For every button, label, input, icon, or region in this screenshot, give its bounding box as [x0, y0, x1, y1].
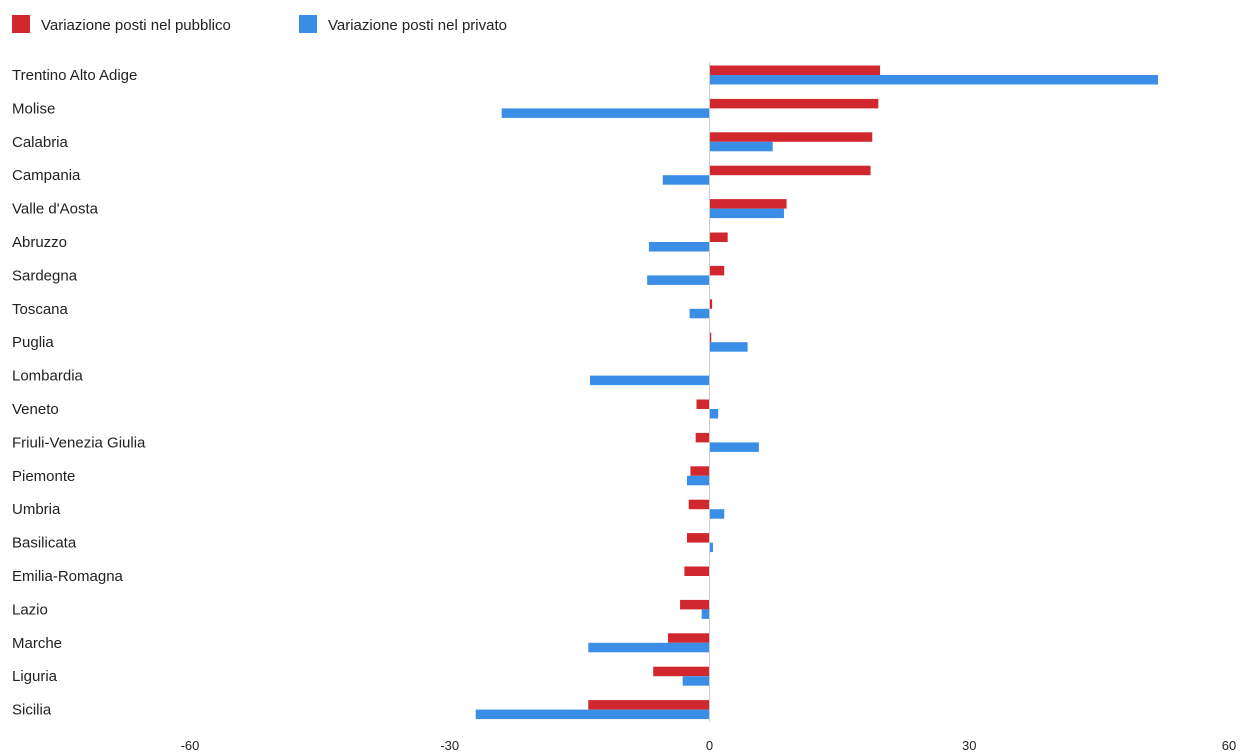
bar-pubblico[interactable] [709, 232, 728, 243]
bar-privato[interactable] [647, 275, 710, 285]
category-label: Molise [12, 100, 55, 117]
bar-pubblico[interactable] [709, 332, 712, 343]
bar-pubblico[interactable] [709, 98, 879, 109]
bar-privato[interactable] [709, 542, 713, 553]
category-label: Valle d'Aosta [12, 201, 99, 218]
category-label: Veneto [12, 401, 59, 418]
category-label: Toscana [12, 301, 69, 318]
category-label: Lazio [12, 601, 48, 618]
bar-pubblico[interactable] [667, 633, 710, 643]
bar-privato[interactable] [709, 208, 784, 219]
x-tick-label: 30 [962, 738, 976, 751]
x-axis-ticks: -60 -30 0 30 60 [181, 738, 1237, 753]
bar-pubblico[interactable] [696, 399, 710, 410]
category-label: Lombardia [12, 368, 84, 385]
bar-privato[interactable] [648, 242, 710, 252]
bar-privato[interactable] [590, 375, 710, 386]
bars-group [475, 65, 1159, 720]
bar-pubblico[interactable] [709, 165, 871, 176]
category-label: Sicilia [12, 702, 52, 719]
category-label: Liguria [12, 668, 58, 685]
bar-privato[interactable] [682, 676, 710, 686]
x-tick-label: -30 [440, 738, 459, 751]
bar-privato[interactable] [709, 342, 748, 352]
legend-swatch-2[interactable] [299, 15, 317, 33]
category-label: Puglia [12, 334, 54, 351]
bar-privato[interactable] [686, 475, 710, 486]
category-label: Abruzzo [12, 234, 67, 251]
category-label: Marche [12, 635, 62, 652]
bar-pubblico[interactable] [695, 432, 710, 443]
bar-privato[interactable] [709, 409, 719, 419]
category-label: Emilia-Romagna [12, 568, 124, 585]
bar-privato[interactable] [689, 308, 710, 319]
category-label: Friuli-Venezia Giulia [12, 434, 146, 451]
x-tick-label: 0 [706, 738, 713, 751]
bar-privato[interactable] [475, 709, 710, 720]
bar-privato[interactable] [501, 108, 710, 118]
bar-pubblico[interactable] [688, 499, 710, 510]
legend: Variazione posti nel pubblico Variazione … [12, 15, 507, 34]
x-tick-label: 60 [1222, 738, 1236, 751]
category-label: Campania [12, 167, 81, 184]
bar-privato[interactable] [662, 175, 710, 185]
bar-privato[interactable] [709, 75, 1159, 85]
category-label: Sardegna [12, 267, 78, 284]
bar-pubblico[interactable] [709, 199, 787, 209]
bar-pubblico[interactable] [709, 65, 881, 76]
bar-pubblico[interactable] [709, 265, 725, 276]
bar-pubblico[interactable] [690, 466, 710, 476]
bar-privato[interactable] [701, 609, 710, 619]
category-label: Basilicata [12, 535, 77, 552]
bar-pubblico[interactable] [588, 700, 710, 710]
category-label: Umbria [12, 501, 61, 518]
bar-privato[interactable] [588, 642, 710, 653]
legend-swatch-1[interactable] [12, 15, 30, 33]
category-label: Piemonte [12, 468, 75, 485]
category-label: Trentino Alto Adige [12, 67, 137, 84]
category-labels: Trentino Alto Adige Molise Calabria Campani… [12, 67, 146, 719]
bar-privato[interactable] [709, 141, 773, 152]
bar-pubblico[interactable] [709, 299, 713, 309]
bar-pubblico[interactable] [684, 566, 710, 577]
bar-pubblico[interactable] [709, 132, 873, 142]
x-tick-label: -60 [181, 738, 200, 751]
legend-label-1[interactable]: Variazione posti nel pubblico [41, 17, 231, 34]
bar-pubblico[interactable] [686, 533, 710, 543]
bar-pubblico[interactable] [653, 666, 710, 677]
bar-pubblico[interactable] [680, 599, 710, 610]
bar-privato[interactable] [709, 442, 759, 452]
legend-label-2[interactable]: Variazione posti nel privato [328, 17, 507, 34]
bar-privato[interactable] [709, 509, 725, 519]
category-label: Calabria [12, 134, 69, 151]
